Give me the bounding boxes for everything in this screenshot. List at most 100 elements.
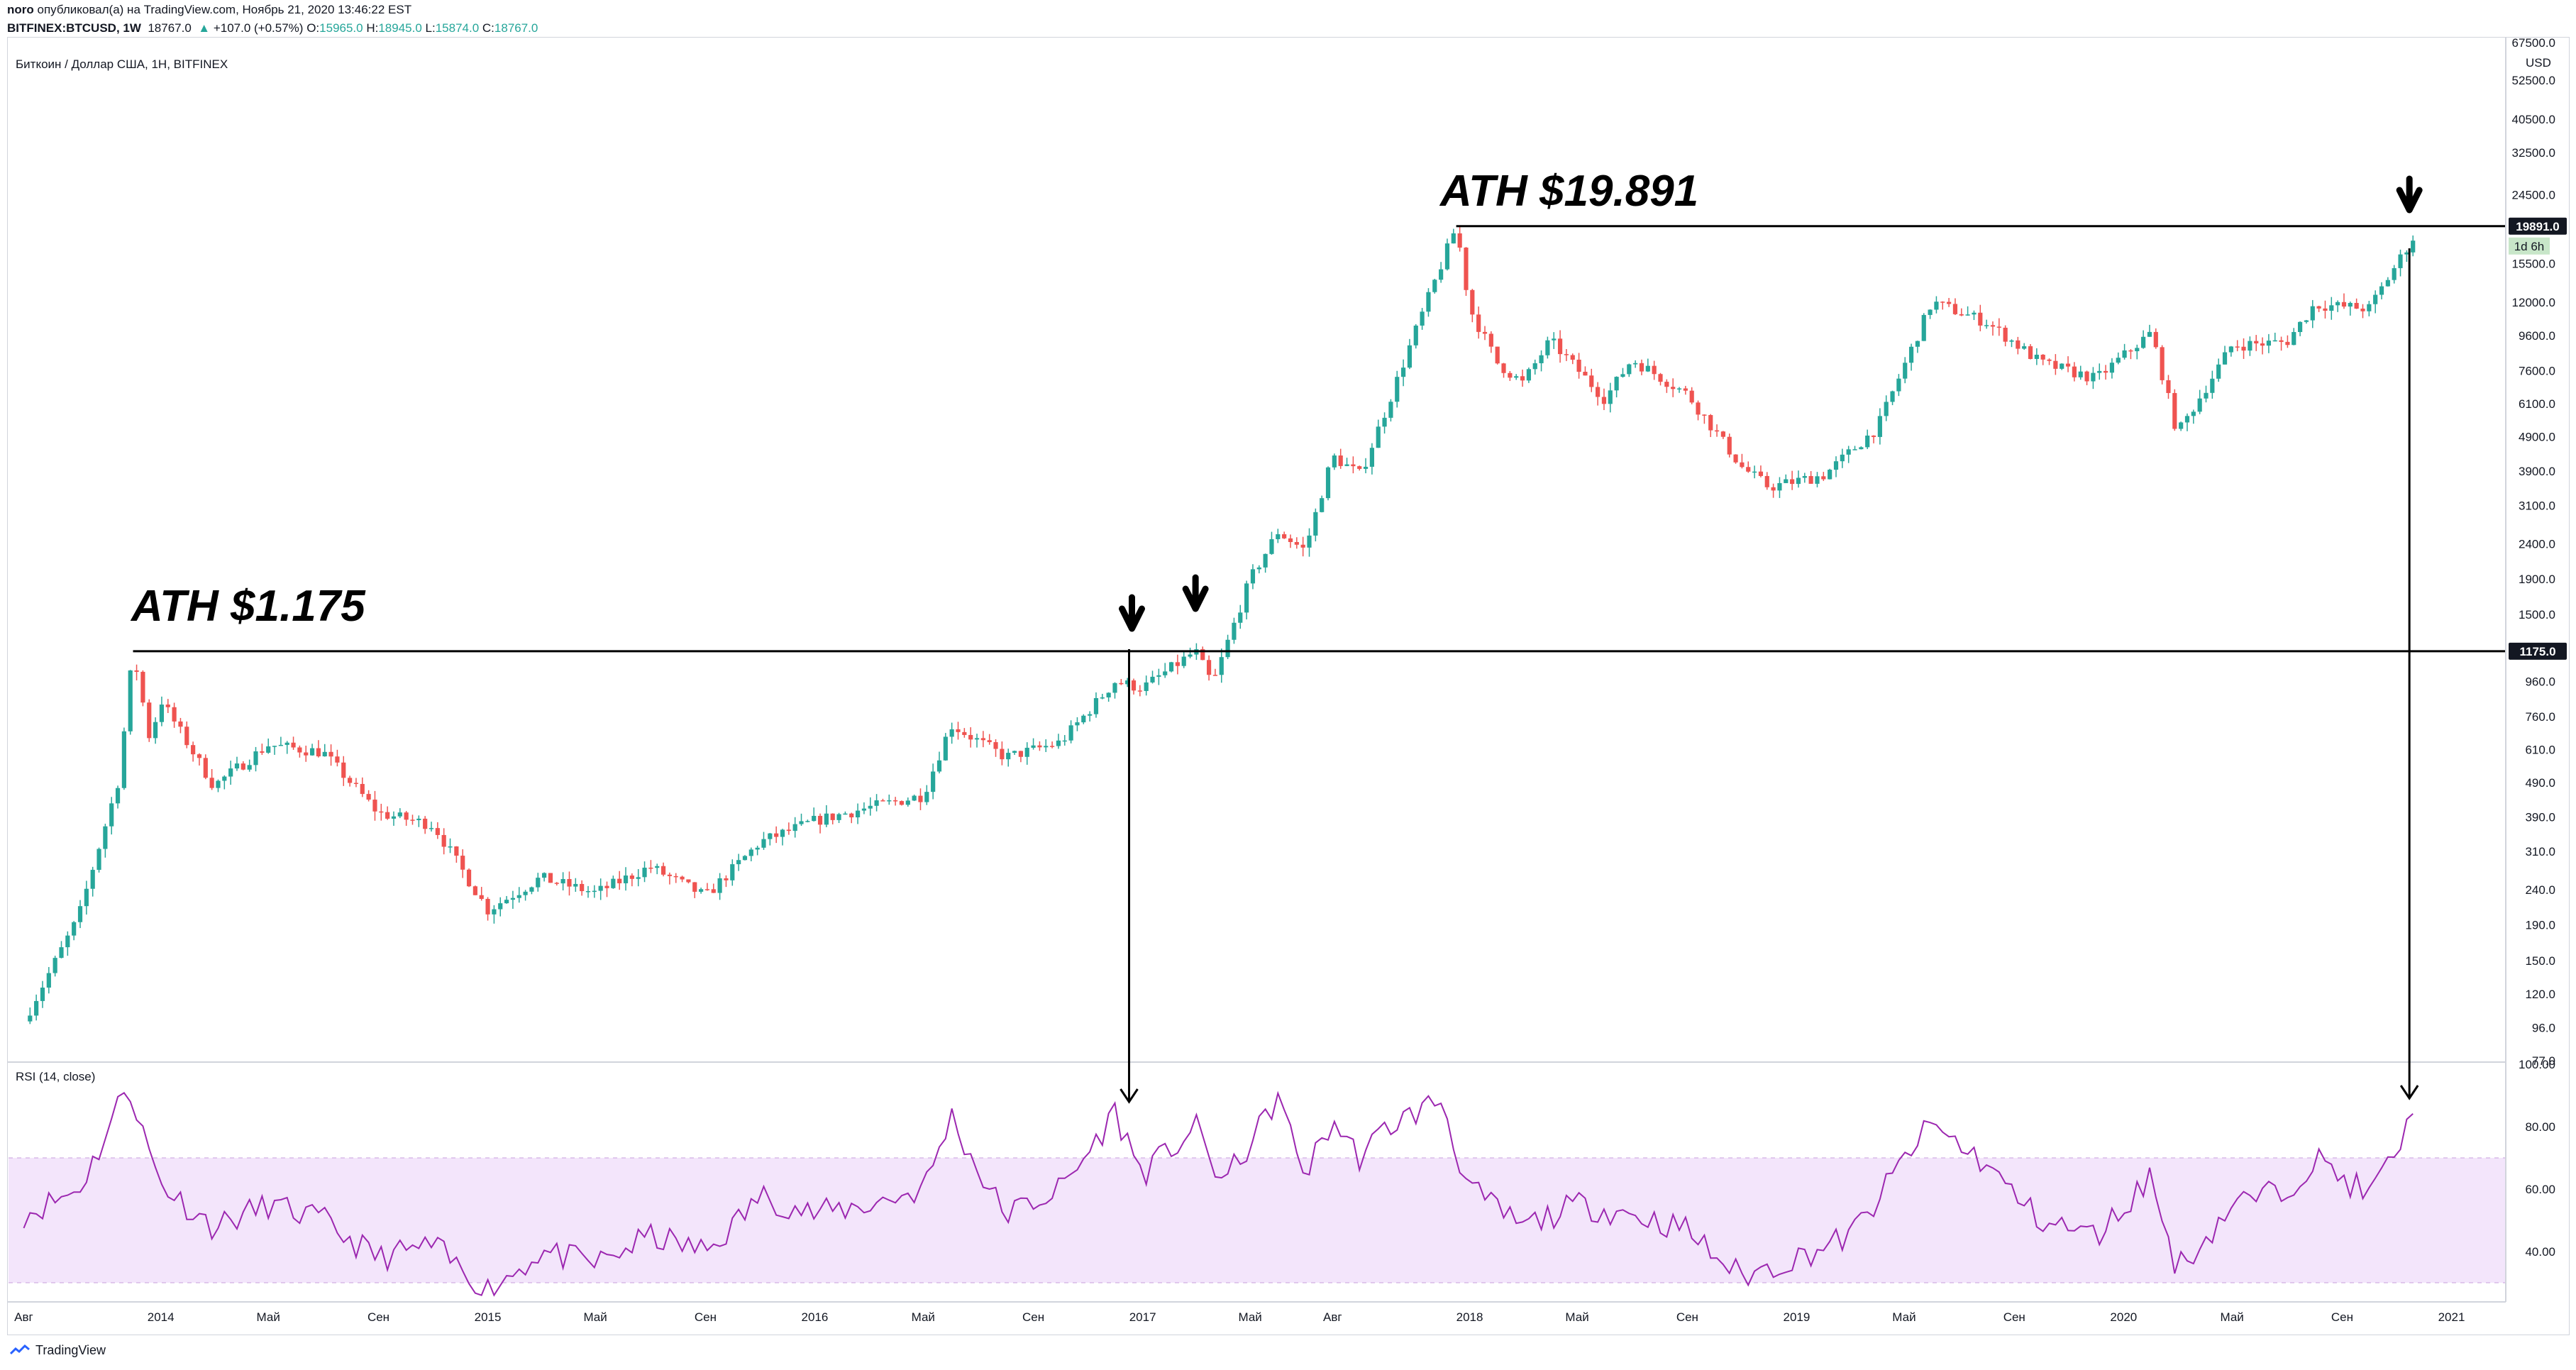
candle-body — [1125, 680, 1130, 685]
candle-body — [454, 846, 459, 856]
price-tick-label: 150.0 — [2525, 954, 2555, 968]
candle-body — [880, 800, 885, 802]
ath-price-label: 19891.0 — [2516, 220, 2559, 233]
candle-body — [1238, 612, 1243, 623]
down-arrow-icon — [2396, 175, 2423, 214]
candle-body — [1470, 289, 1475, 315]
candle-body — [109, 803, 114, 827]
candle-body — [379, 811, 384, 813]
candle-body — [623, 875, 629, 883]
candle-body — [485, 898, 490, 915]
candle-body — [1024, 747, 1029, 757]
rsi-title: RSI (14, close) — [16, 1070, 95, 1083]
candle-body — [2034, 354, 2039, 359]
candle-body — [222, 776, 227, 781]
candle-body — [423, 818, 428, 829]
time-tick-label: Сен — [695, 1310, 717, 1324]
candle-body — [1952, 304, 1958, 314]
candle-body — [1369, 448, 1374, 467]
candle-body — [410, 819, 415, 821]
candle-body — [1570, 355, 1575, 360]
candle-body — [2179, 422, 2184, 429]
candle-body — [1163, 671, 1168, 675]
candle-body — [611, 878, 616, 888]
price-tick-label: 610.0 — [2525, 744, 2555, 757]
ohlc-legend: BITFINEX:BTCUSD, 1W 18767.0 ▲ +107.0 (+0… — [7, 21, 538, 35]
candle-body — [1520, 376, 1525, 381]
candle-body — [1733, 454, 1738, 463]
candle-body — [1376, 426, 1381, 448]
candle-body — [1200, 649, 1205, 661]
candle-body — [1068, 725, 1073, 741]
candle-body — [2204, 392, 2209, 399]
candle-body — [341, 762, 346, 778]
candle-body — [836, 814, 841, 820]
high-value: 18945.0 — [378, 21, 422, 35]
candle-body — [1645, 365, 1650, 372]
time-tick-label: Сен — [1022, 1310, 1044, 1324]
candle-body — [2298, 321, 2303, 332]
rsi-tick-label: 60.00 — [2525, 1183, 2555, 1196]
candle-body — [580, 883, 585, 892]
time-tick-label: 2014 — [148, 1310, 175, 1324]
candle-body — [980, 738, 985, 741]
candle-body — [792, 824, 797, 832]
ath-price-label-bg — [2509, 642, 2567, 660]
candle-body — [2022, 346, 2027, 349]
candle-body — [987, 740, 992, 743]
candle-body — [1784, 479, 1789, 483]
candle-body — [272, 746, 277, 747]
candle-body — [1852, 449, 1857, 451]
candle-body — [1840, 454, 1845, 462]
candle-body — [1338, 455, 1343, 466]
candle-body — [761, 839, 766, 848]
candle-body — [642, 867, 647, 878]
candle-body — [1746, 467, 1751, 472]
candle-body — [59, 947, 64, 959]
candle-body — [103, 826, 108, 849]
candle-body — [585, 890, 591, 893]
candle-body — [1294, 542, 1299, 545]
time-tick-label: 2019 — [1784, 1310, 1811, 1324]
candle-body — [1908, 346, 1914, 363]
candle-body — [2009, 340, 2014, 342]
candle-body — [2191, 411, 2196, 416]
candle-body — [2398, 254, 2403, 268]
candle-body — [46, 973, 51, 988]
candle-body — [178, 721, 183, 727]
candle-body — [855, 810, 861, 818]
candle-body — [1790, 479, 1795, 485]
tradingview-logo[interactable]: TradingView — [10, 1343, 106, 1358]
price-tick-label: 120.0 — [2525, 988, 2555, 1001]
candle-body — [1689, 390, 1694, 403]
candle-body — [1388, 402, 1393, 418]
candle-body — [498, 903, 503, 910]
candle-body — [699, 889, 704, 892]
price-tick-label: 760.0 — [2525, 710, 2555, 724]
candle-body — [1307, 535, 1312, 548]
candle-body — [191, 745, 196, 755]
candle-body — [460, 856, 465, 870]
candle-body — [1426, 292, 1431, 312]
candle-body — [385, 812, 390, 819]
candle-body — [2228, 346, 2233, 353]
candle-body — [1451, 233, 1456, 244]
time-tick-label: Май — [912, 1310, 935, 1324]
candle-body — [1357, 466, 1362, 469]
candle-body — [648, 867, 653, 869]
author-name[interactable]: noro — [7, 3, 34, 16]
candle-body — [2304, 320, 2309, 322]
candle-body — [1400, 368, 1406, 377]
candle-body — [1012, 751, 1017, 753]
candle-body — [1212, 675, 1218, 676]
price-tick-label: 3900.0 — [2519, 465, 2555, 478]
candle-body — [1420, 311, 1425, 326]
countdown-label-bg — [2509, 237, 2550, 255]
candle-body — [2354, 302, 2359, 309]
candle-body — [1395, 377, 1400, 402]
candle-body — [1351, 464, 1356, 467]
candle-body — [504, 900, 509, 904]
candle-body — [1596, 387, 1601, 397]
candle-body — [2341, 302, 2347, 307]
